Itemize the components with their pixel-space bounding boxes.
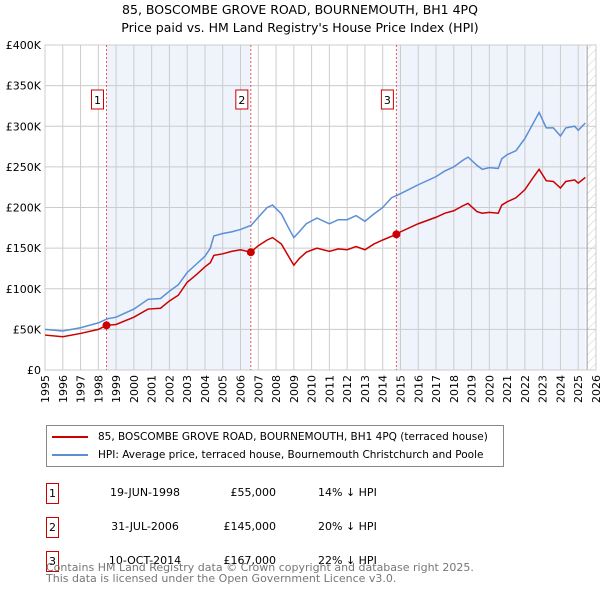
sale-point — [246, 248, 255, 257]
sale-hpi-diff: 14% ↓ HPI — [318, 486, 377, 499]
sale-point — [392, 230, 401, 239]
sale-point — [102, 321, 111, 330]
sale-label: 3 — [384, 94, 391, 107]
x-tick-label: 2006 — [235, 375, 248, 403]
sale-label-box — [90, 89, 104, 110]
x-tick-label: 1999 — [110, 375, 123, 403]
x-tick-label: 2003 — [181, 375, 194, 403]
legend-blue-line — [52, 454, 88, 456]
row-badge: 1 — [46, 483, 59, 504]
x-tick-label: 2023 — [537, 375, 550, 403]
plot-border — [44, 44, 597, 371]
footer-line1: Contains HM Land Registry data © Crown c… — [46, 561, 474, 574]
legend: 85, BOSCOMBE GROVE ROAD, BOURNEMOUTH, BH… — [46, 425, 504, 467]
x-tick-label: 1997 — [75, 375, 88, 403]
sale-hpi-diff: 22% ↓ HPI — [318, 554, 377, 567]
x-tick-label: 2024 — [554, 375, 567, 403]
sale-price: £145,000 — [223, 520, 277, 533]
x-tick-label: 2008 — [270, 375, 283, 403]
x-tick-label: 2009 — [288, 375, 301, 403]
y-tick-label: £200K — [6, 202, 42, 215]
x-tick-label: 2004 — [199, 375, 212, 403]
x-tick-label: 2001 — [146, 375, 159, 403]
row-badge: 3 — [46, 551, 59, 572]
x-tick-label: 2016 — [412, 375, 425, 403]
x-tick-label: 2020 — [483, 375, 496, 403]
series-line — [44, 167, 586, 338]
table-row: 2 31-JUL-2006 £145,000 20% ↓ HPI — [46, 517, 446, 538]
legend-hpi: HPI: Average price, terraced house, Bour… — [98, 449, 484, 461]
sale-price: £55,000 — [230, 486, 277, 499]
x-tick-label: 2014 — [377, 375, 390, 403]
y-tick-label: £300K — [6, 120, 42, 133]
x-tick-label: 2011 — [323, 375, 336, 403]
sale-label: 2 — [238, 94, 245, 107]
sale-label-box — [380, 89, 394, 110]
x-tick-label: 2017 — [430, 375, 443, 403]
footer-line2: This data is licensed under the Open Gov… — [46, 572, 397, 585]
sale-label-box — [235, 89, 249, 110]
y-tick-label: £250K — [6, 161, 42, 174]
y-tick-label: £50K — [13, 323, 42, 336]
x-tick-label: 2007 — [252, 375, 265, 403]
x-tick-label: 2021 — [501, 375, 514, 403]
x-tick-label: 1996 — [57, 375, 70, 403]
sale-date: 19-JUN-1998 — [109, 486, 181, 499]
x-tick-label: 2000 — [128, 375, 141, 403]
y-tick-label: £100K — [6, 283, 42, 296]
x-tick-label: 2012 — [341, 375, 354, 403]
table-row: 3 10-OCT-2014 £167,000 22% ↓ HPI — [46, 551, 446, 572]
legend-red-line — [52, 436, 88, 438]
x-tick-label: 2025 — [572, 375, 585, 403]
sale-price: £167,000 — [223, 554, 277, 567]
x-tick-label: 2002 — [163, 375, 176, 403]
x-tick-label: 2026 — [590, 375, 600, 403]
y-tick-label: £400K — [6, 39, 42, 52]
legend-property: 85, BOSCOMBE GROVE ROAD, BOURNEMOUTH, BH… — [98, 431, 488, 443]
x-tick-label: 2010 — [306, 375, 319, 403]
series-line — [44, 110, 586, 332]
y-tick-label: £0 — [27, 364, 41, 377]
chart-title: 85, BOSCOMBE GROVE ROAD, BOURNEMOUTH, BH… — [122, 2, 478, 17]
chart-subtitle: Price paid vs. HM Land Registry's House … — [121, 20, 479, 35]
x-tick-label: 2022 — [519, 375, 532, 403]
footer: Contains HM Land Registry data © Crown c… — [46, 562, 474, 584]
price-chart: 1995 1996 1997 1998 1999 2000 2001 2002 2003 2004… — [6, 39, 600, 403]
table-row: 1 19-JUN-1998 £55,000 14% ↓ HPI — [46, 483, 446, 504]
x-tick-label: 2015 — [394, 375, 407, 403]
x-tick-label: 1998 — [92, 375, 105, 403]
sale-date: 31-JUL-2006 — [111, 520, 179, 533]
x-tick-label: 2013 — [359, 375, 372, 403]
x-tick-label: 1995 — [39, 375, 52, 403]
sale-label: 1 — [94, 94, 101, 107]
x-tick-label: 2019 — [466, 375, 479, 403]
y-tick-label: £150K — [6, 242, 42, 255]
sale-date: 10-OCT-2014 — [108, 554, 182, 567]
row-badge: 2 — [46, 517, 59, 538]
x-tick-label: 2018 — [448, 375, 461, 403]
sale-hpi-diff: 20% ↓ HPI — [318, 520, 377, 533]
x-tick-label: 2005 — [217, 375, 230, 403]
y-tick-label: £350K — [6, 80, 42, 93]
